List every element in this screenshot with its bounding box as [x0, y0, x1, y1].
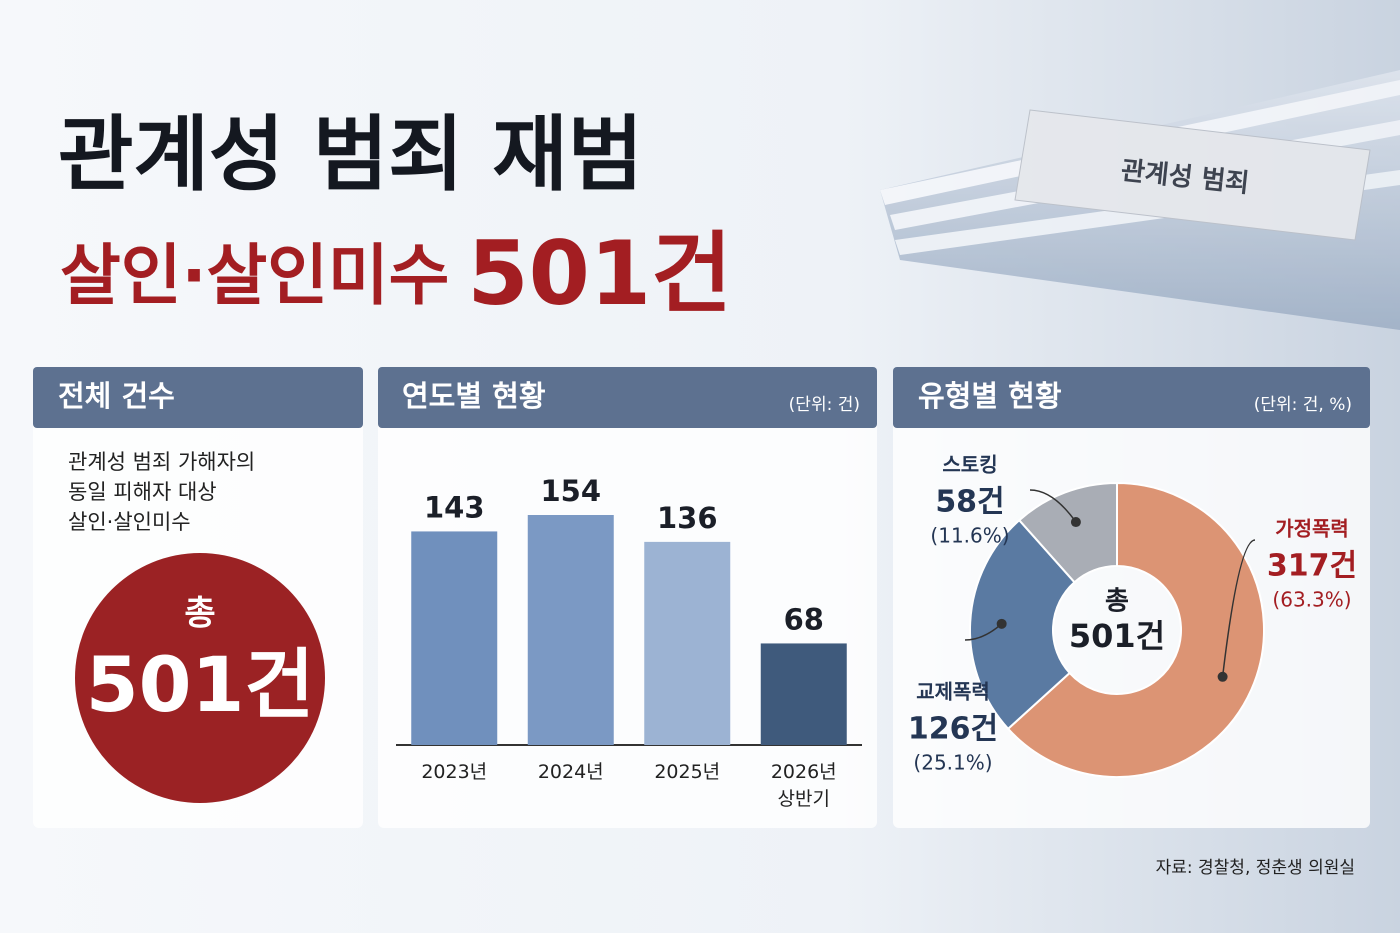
panel-header	[893, 367, 1370, 428]
panel-heading: 유형별 현황	[918, 379, 1062, 413]
highlight: 501건	[467, 222, 732, 325]
bar	[411, 531, 498, 745]
donut-slice	[1006, 481, 1265, 778]
panel	[378, 367, 877, 828]
panel-heading: 연도별 현황	[402, 379, 546, 413]
value-label: 136	[657, 501, 718, 535]
center-prefix: 총	[1105, 587, 1129, 617]
x-tick-line: 2025년	[654, 761, 720, 783]
x-tick-label: 2025년	[654, 761, 720, 783]
x-tick-label: 2024년	[538, 761, 604, 783]
description: 살인·살인미수	[68, 510, 191, 534]
description: 동일 피해자 대상	[68, 480, 217, 504]
leader-line	[1029, 489, 1077, 523]
description: 관계성 범죄 가해자의	[68, 450, 255, 474]
leader-line	[1221, 539, 1256, 677]
paper-stack: 관계성 범죄	[880, 70, 1400, 330]
value-label: 143	[424, 490, 485, 524]
x-tick-label: 2023년	[421, 761, 487, 783]
bar	[527, 515, 614, 745]
donut-slice	[969, 518, 1076, 731]
panel-header	[33, 367, 363, 428]
bar	[644, 541, 731, 745]
category-label: 교제폭력	[916, 680, 990, 704]
total-value: 501건	[86, 640, 315, 729]
panel-heading: 전체 건수	[58, 379, 175, 413]
x-tick-line: 2026년	[771, 761, 837, 783]
donut-slice	[1017, 481, 1118, 584]
unit-label: (단위: 건)	[789, 395, 860, 415]
value-label: 68	[784, 602, 824, 636]
value-label: 154	[540, 474, 601, 508]
center-label: 501건	[1069, 617, 1165, 655]
category-label: 가정폭력	[1275, 517, 1349, 541]
source: 자료: 경찰청, 정춘생 의원실	[1156, 858, 1355, 878]
subtitle-line: 살인·살인미수 501건	[60, 222, 732, 325]
value-label: 126건	[908, 712, 998, 747]
value-label: 317건	[1267, 549, 1357, 584]
category-label: 스토킹	[942, 453, 997, 477]
x-tick-line: 2024년	[538, 761, 604, 783]
share-label: (63.3%)	[1272, 588, 1351, 612]
share-label: (11.6%)	[930, 524, 1009, 548]
x-tick-line: 2023년	[421, 761, 487, 783]
title: 관계성 범죄 재범	[58, 107, 643, 202]
leader-line	[964, 623, 1003, 641]
share-label: (25.1%)	[913, 751, 992, 775]
x-tick-line: 상반기	[778, 788, 830, 810]
bar	[760, 643, 847, 745]
unit-label: (단위: 건, %)	[1254, 395, 1352, 415]
subtitle: 살인·살인미수	[60, 237, 449, 314]
value-label: 58건	[935, 485, 1004, 520]
total-prefix: 총	[184, 594, 215, 634]
total-circle	[75, 553, 325, 803]
panel-header	[378, 367, 877, 428]
